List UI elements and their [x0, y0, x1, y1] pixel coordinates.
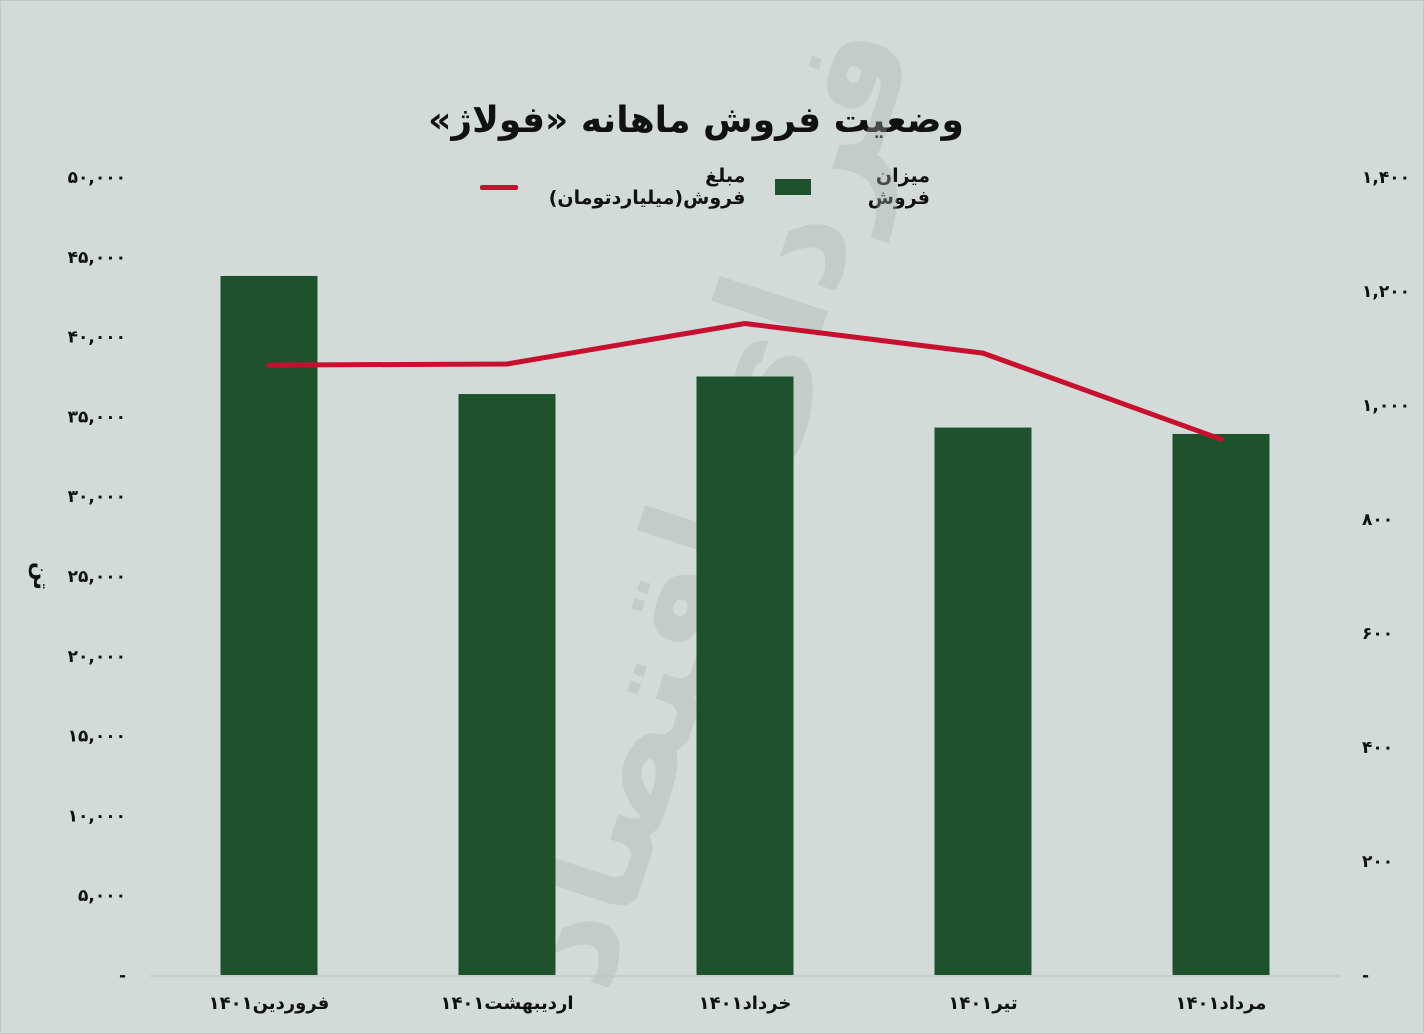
y-left-tick-label: ۵,۰۰۰ [78, 886, 126, 906]
y-left-tick-label: ۴۵,۰۰۰ [68, 248, 126, 268]
bar [696, 376, 794, 975]
legend-label-bar: میزان فروش [867, 165, 930, 209]
y-right-tick-label: - [1362, 966, 1369, 986]
line-point [266, 362, 272, 368]
chart-title: وضعیت فروش ماهانه «فولاژ» [428, 100, 964, 141]
y-left-tick-label: - [119, 966, 126, 986]
y-right-tick-label: ۶۰۰ [1362, 624, 1393, 644]
y-left-tick-label: ۵۰,۰۰۰ [68, 168, 126, 188]
y-left-tick-label: ۳۰,۰۰۰ [68, 487, 126, 507]
line-point [1218, 436, 1224, 442]
y-right-tick-label: ۱,۴۰۰ [1362, 168, 1410, 188]
legend-item-bar: میزان فروش [775, 165, 930, 209]
y-left-tick-label: ۱۵,۰۰۰ [68, 727, 126, 747]
x-tick-label: فروردین۱۴۰۱ [209, 993, 330, 1014]
legend-item-line: مبلغ فروش(میلیاردتومان) [480, 165, 745, 209]
x-tick-label: تیر۱۴۰۱ [948, 993, 1017, 1014]
y-right-tick-label: ۲۰۰ [1362, 852, 1393, 872]
legend-swatch-bar [775, 179, 812, 195]
legend-swatch-line [480, 184, 518, 190]
x-tick-label: خرداد۱۴۰۱ [699, 993, 792, 1014]
y-right-tick-label: ۸۰۰ [1362, 510, 1393, 530]
line-point [504, 361, 510, 367]
bar [458, 394, 556, 975]
legend-label-line: مبلغ فروش(میلیاردتومان) [548, 165, 746, 209]
line-point [980, 350, 986, 356]
bar [934, 427, 1032, 975]
bar [220, 275, 318, 975]
chart-legend: میزان فروش مبلغ فروش(میلیاردتومان) [480, 165, 930, 209]
bar [1172, 433, 1270, 975]
y-left-tick-label: ۱۰,۰۰۰ [68, 806, 126, 826]
x-tick-label: اردیبهشت۱۴۰۱ [440, 993, 573, 1014]
y-left-tick-label: ۲۵,۰۰۰ [68, 567, 126, 587]
line-point [742, 320, 748, 326]
y-right-tick-label: ۴۰۰ [1362, 738, 1393, 758]
y-right-tick-label: ۱,۰۰۰ [1362, 396, 1410, 416]
y-left-tick-label: ۴۰,۰۰۰ [68, 328, 126, 348]
y-left-tick-label: ۳۵,۰۰۰ [68, 407, 126, 427]
y-right-tick-label: ۱,۲۰۰ [1362, 282, 1410, 302]
x-tick-label: مرداد۱۴۰۱ [1176, 993, 1267, 1014]
y-axis-left-label: تن [28, 562, 53, 591]
y-left-tick-label: ۲۰,۰۰۰ [68, 647, 126, 667]
